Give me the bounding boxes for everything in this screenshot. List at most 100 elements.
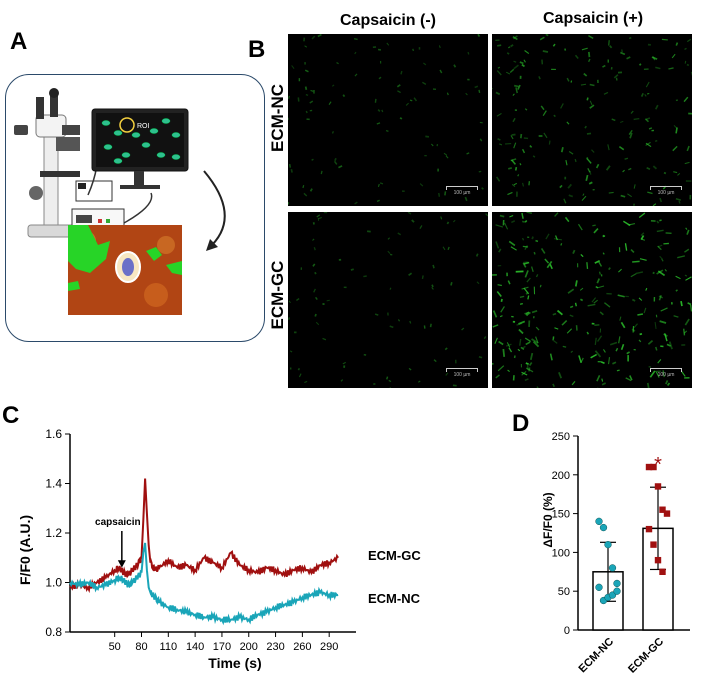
cell-mark <box>587 168 591 173</box>
cell-mark <box>400 70 403 75</box>
cell-mark <box>645 142 652 148</box>
cell-mark <box>497 44 502 47</box>
cell-mark <box>608 267 611 271</box>
cell-mark <box>511 159 517 165</box>
panel-a-letter: A <box>10 28 28 55</box>
cell-mark <box>596 335 603 342</box>
cell-mark <box>419 183 424 187</box>
cell-mark <box>599 311 604 316</box>
cell-mark <box>581 47 588 51</box>
y-tick-label: 200 <box>552 470 570 482</box>
cell-mark <box>554 212 559 217</box>
cell-mark <box>387 250 391 254</box>
data-point <box>613 579 621 588</box>
cell-mark <box>476 281 480 285</box>
cell-mark <box>440 216 443 220</box>
cell-mark <box>405 102 409 106</box>
cell-mark <box>500 298 503 302</box>
cell-mark <box>529 352 534 360</box>
cell-mark <box>386 42 390 46</box>
cell-mark <box>569 305 574 309</box>
data-point <box>613 587 621 595</box>
cell-mark <box>616 369 620 372</box>
cell-mark <box>336 62 339 65</box>
cell-mark <box>499 214 505 218</box>
data-point <box>650 541 657 548</box>
cell-mark <box>584 125 587 129</box>
cell-mark <box>561 319 568 326</box>
micrograph-ecm-nc-capsaicin-pos: 100 µm <box>492 34 692 206</box>
cell-mark <box>549 264 553 270</box>
cell-mark <box>492 324 499 328</box>
cell-mark <box>566 328 573 334</box>
cell-mark <box>495 374 500 379</box>
cell-mark <box>594 259 601 264</box>
cell-mark <box>439 69 443 74</box>
cell-mark <box>545 34 549 37</box>
cell-mark <box>510 246 517 251</box>
cell-mark <box>661 258 664 262</box>
micrograph-ecm-nc-capsaicin-neg: 100 µm <box>288 34 488 206</box>
cell-mark <box>474 85 479 89</box>
cell-mark <box>528 362 533 366</box>
cell-mark <box>659 197 663 203</box>
cell-mark <box>654 321 657 330</box>
cell-mark <box>377 109 381 112</box>
cell-mark <box>354 201 358 205</box>
cell-mark <box>453 64 457 68</box>
cell-mark <box>290 169 293 173</box>
cell-mark <box>658 295 664 299</box>
cell-mark <box>527 295 530 300</box>
cell-mark <box>334 157 337 162</box>
cell-mark <box>464 196 468 202</box>
cell-mark <box>551 339 558 344</box>
cell-mark <box>525 362 529 366</box>
cell-mark <box>518 320 526 325</box>
cell-mark <box>559 184 563 189</box>
cell-mark <box>377 183 380 188</box>
cell-mark <box>684 60 687 64</box>
cell-mark <box>452 219 456 223</box>
cell-mark <box>331 84 335 87</box>
cell-mark <box>630 273 637 278</box>
cell-mark <box>684 161 690 165</box>
panel-d-letter: D <box>512 410 530 437</box>
cell-mark <box>535 336 539 344</box>
cell-mark <box>422 81 427 85</box>
cell-mark <box>499 315 503 318</box>
series-line-ecm-gc <box>69 478 339 594</box>
cell-mark <box>668 341 673 350</box>
cell-mark <box>525 311 530 315</box>
cell-mark <box>519 61 524 65</box>
cell-mark <box>342 361 346 365</box>
cell-mark <box>623 220 631 227</box>
cell-mark <box>518 328 524 335</box>
cell-mark <box>429 323 432 328</box>
cell-mark <box>570 80 573 83</box>
cell-mark <box>661 38 668 41</box>
cell-mark <box>675 42 679 46</box>
cell-mark <box>288 317 291 320</box>
cell-mark <box>638 297 643 301</box>
cell-mark <box>322 337 327 341</box>
y-tick-label: 150 <box>552 509 570 521</box>
cell-mark <box>646 382 650 388</box>
cell-mark <box>333 160 338 165</box>
cell-mark <box>517 348 521 352</box>
cell-mark <box>379 182 384 185</box>
cell-mark <box>644 118 650 123</box>
cell-mark <box>631 298 636 302</box>
cell-mark <box>492 362 494 365</box>
cell-mark <box>495 224 504 228</box>
scale-bar: 100 µm <box>446 368 478 378</box>
y-tick-label: 100 <box>552 547 570 559</box>
cell-mark <box>505 343 512 347</box>
cell-mark <box>620 194 626 198</box>
cell-mark <box>640 92 644 97</box>
cell-mark <box>499 143 503 146</box>
x-tick-label: ECM-GC <box>626 636 666 675</box>
cell-mark <box>509 68 515 74</box>
col-label-capsaicin-pos: Capsaicin (+) <box>542 10 644 27</box>
cell-mark <box>567 288 575 294</box>
cell-mark <box>526 212 533 215</box>
